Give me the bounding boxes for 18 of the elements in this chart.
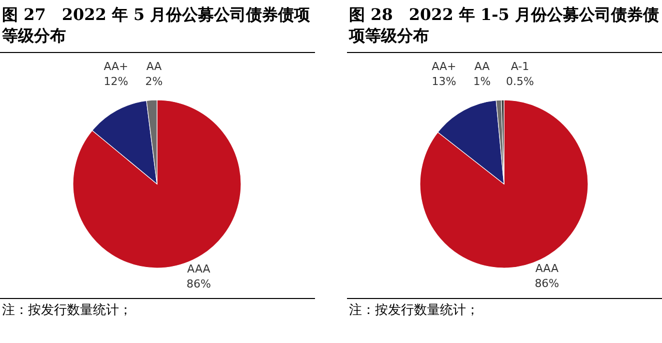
slice-label: AA xyxy=(146,60,162,73)
slice-label: AAA xyxy=(187,262,211,276)
slice-label: AA+ xyxy=(432,60,456,73)
text: 注：按发行数量统计； xyxy=(349,302,479,319)
slice-label: AA+ xyxy=(104,60,128,73)
data-label: 86% xyxy=(534,277,560,290)
chart-title: 图 27 2022 年 5 月份公募公司债券债项等级分布 xyxy=(2,4,312,46)
slice-label: AA xyxy=(474,60,490,73)
slice-label: AAA xyxy=(535,262,559,276)
data-label: 86% xyxy=(186,278,211,291)
data-label: 0.5% xyxy=(506,75,534,88)
data-label: 2% xyxy=(145,75,163,88)
chart-title: 图 28 2022 年 1-5 月份公募公司债券债项等级分布 xyxy=(349,4,659,46)
data-label: 1% xyxy=(473,75,491,88)
data-label: 13% xyxy=(432,75,456,88)
slice-label: A-1 xyxy=(510,60,530,73)
data-label: 12% xyxy=(104,75,128,88)
text: 注：按发行数量统计； xyxy=(2,302,132,319)
